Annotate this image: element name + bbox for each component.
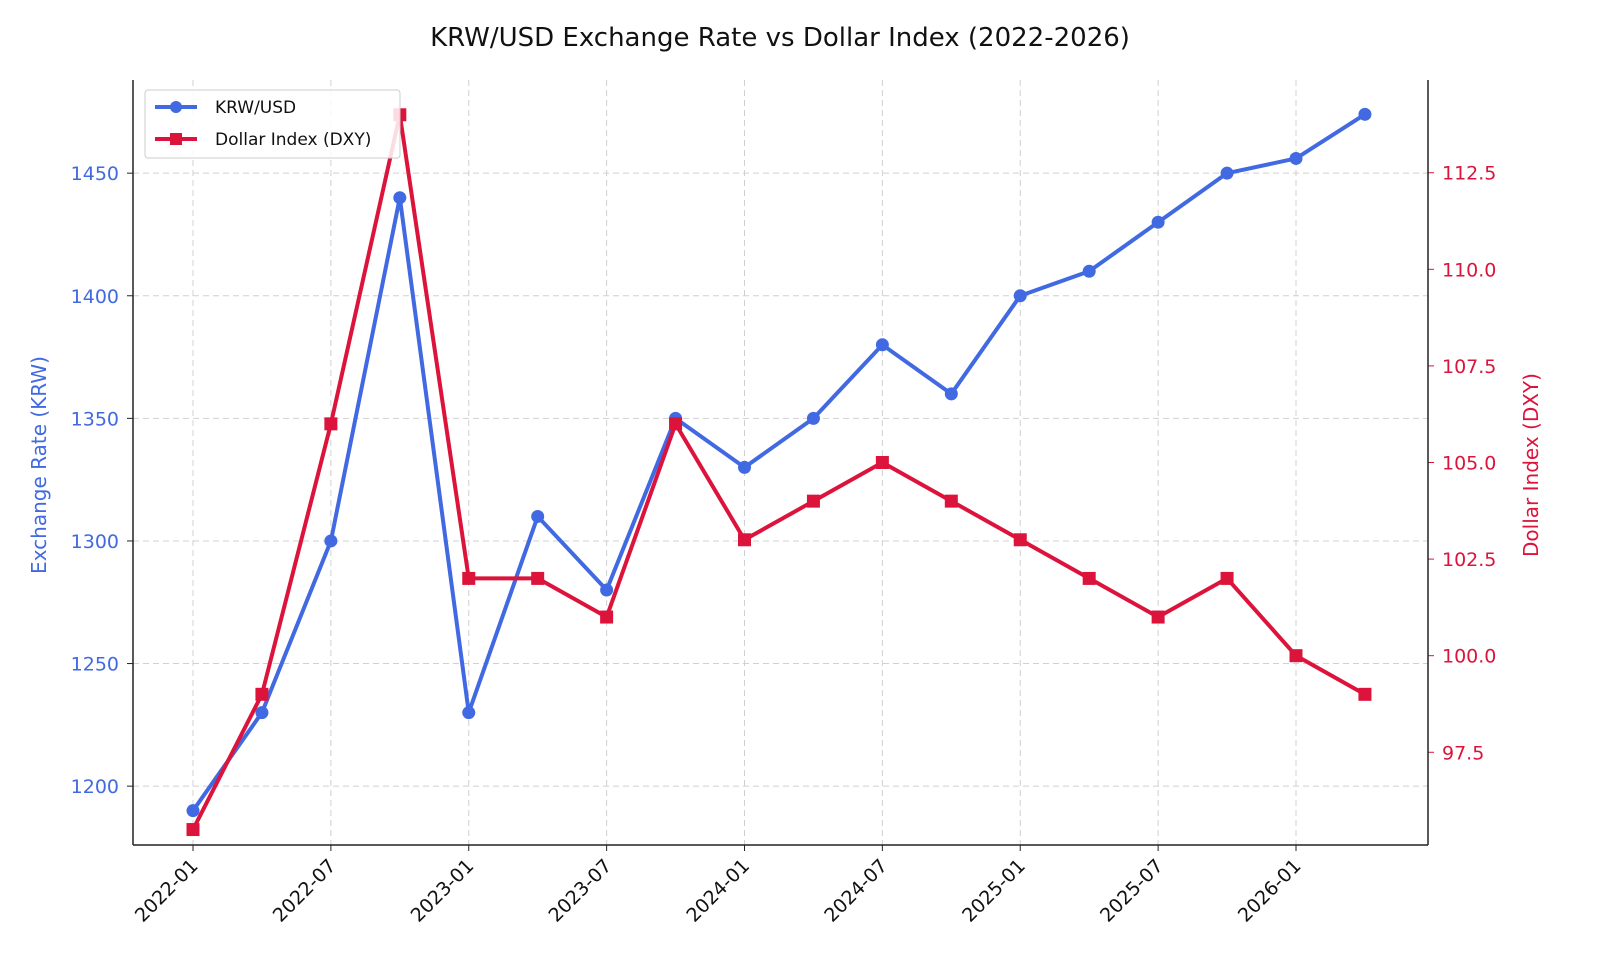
- y-right-tick-label: 102.5: [1442, 549, 1496, 571]
- data-point-krw: [806, 411, 820, 425]
- data-point-krw: [1151, 215, 1165, 229]
- y-right-tick-label: 112.5: [1442, 163, 1496, 185]
- data-point-dxy: [1151, 610, 1165, 624]
- data-point-krw: [393, 191, 407, 205]
- data-point-krw: [1013, 289, 1027, 303]
- x-tick-label: 2025-07: [1096, 855, 1168, 927]
- data-point-krw: [531, 509, 545, 523]
- legend: KRW/USD Dollar Index (DXY): [144, 89, 401, 159]
- data-point-dxy: [944, 494, 958, 508]
- x-tick-label: 2023-01: [407, 855, 479, 927]
- data-point-krw: [875, 338, 889, 352]
- y-right-tick-label: 110.0: [1442, 259, 1496, 281]
- data-point-dxy: [600, 610, 614, 624]
- data-point-krw: [1358, 107, 1372, 121]
- legend-box: [144, 89, 401, 159]
- x-tick-label: 2024-01: [682, 855, 754, 927]
- data-point-dxy: [186, 823, 200, 837]
- legend-marker-dxy: [170, 133, 182, 145]
- data-point-krw: [738, 460, 751, 474]
- data-point-krw: [324, 534, 338, 548]
- data-point-dxy: [806, 494, 820, 508]
- data-point-krw: [186, 804, 200, 818]
- y-right-tick-label: 107.5: [1442, 356, 1496, 378]
- x-tick-label: 2023-07: [544, 855, 616, 927]
- y-left-tick-label: 1250: [71, 654, 119, 676]
- data-point-dxy: [255, 687, 269, 701]
- data-point-dxy: [1082, 571, 1096, 585]
- data-point-dxy: [1289, 649, 1303, 663]
- data-point-dxy: [1013, 533, 1027, 547]
- axes: 2022-01 2022-07 2023-01 2023-07 2024-01 2024-…: [71, 80, 1496, 927]
- y-left-tick-label: 1400: [71, 286, 119, 308]
- data-point-dxy: [462, 571, 476, 585]
- chart-title: KRW/USD Exchange Rate vs Dollar Index (2…: [430, 23, 1130, 53]
- data-point-dxy: [531, 571, 545, 585]
- y-right-tick-label: 105.0: [1442, 453, 1496, 475]
- series-layer: [186, 107, 1372, 837]
- data-point-krw: [462, 706, 476, 720]
- data-point-krw: [1082, 264, 1096, 278]
- legend-marker-krw: [170, 101, 182, 113]
- data-point-krw: [600, 583, 614, 597]
- grid: [133, 80, 1428, 845]
- data-point-krw: [1220, 166, 1234, 180]
- x-tick-label: 2024-07: [820, 855, 892, 927]
- data-point-dxy: [875, 456, 889, 469]
- y-right-tick-label: 100.0: [1442, 646, 1496, 668]
- x-tick-label: 2022-01: [131, 855, 203, 927]
- x-tick-label: 2022-07: [269, 855, 341, 927]
- data-point-dxy: [324, 417, 338, 431]
- y-left-tick-label: 1200: [71, 776, 119, 798]
- data-point-krw: [255, 706, 269, 720]
- series-line-dxy: [191, 112, 1366, 831]
- y-left-tick-label: 1450: [71, 163, 119, 185]
- data-point-dxy: [1358, 687, 1372, 701]
- data-point-dxy: [738, 533, 751, 547]
- data-point-dxy: [1220, 571, 1234, 585]
- series-line-krw: [191, 112, 1367, 812]
- y-left-tick-label: 1300: [71, 531, 119, 553]
- x-tick-label: 2025-01: [958, 855, 1030, 927]
- x-tick-label: 2026-01: [1234, 855, 1306, 927]
- y-right-tick-label: 97.5: [1442, 742, 1484, 764]
- y-left-tick-label: 1350: [71, 408, 119, 430]
- legend-label-dxy: Dollar Index (DXY): [215, 130, 371, 150]
- data-point-krw: [944, 387, 958, 401]
- legend-label-krw: KRW/USD: [215, 98, 296, 118]
- y-right-label: Dollar Index (DXY): [1519, 373, 1543, 557]
- data-point-dxy: [669, 417, 683, 431]
- data-point-krw: [1289, 151, 1303, 165]
- y-left-label: Exchange Rate (KRW): [27, 356, 51, 574]
